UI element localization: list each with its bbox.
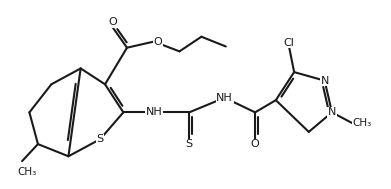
Text: S: S: [97, 134, 104, 144]
Text: NH: NH: [216, 93, 233, 103]
Text: CH₃: CH₃: [353, 118, 372, 128]
Text: N: N: [321, 76, 329, 86]
Text: O: O: [108, 17, 117, 27]
Text: N: N: [328, 107, 336, 117]
Text: S: S: [186, 139, 193, 149]
Text: CH₃: CH₃: [17, 167, 36, 177]
Text: NH: NH: [145, 107, 162, 117]
Text: O: O: [154, 37, 163, 47]
Text: Cl: Cl: [284, 38, 295, 48]
Text: O: O: [251, 139, 260, 149]
